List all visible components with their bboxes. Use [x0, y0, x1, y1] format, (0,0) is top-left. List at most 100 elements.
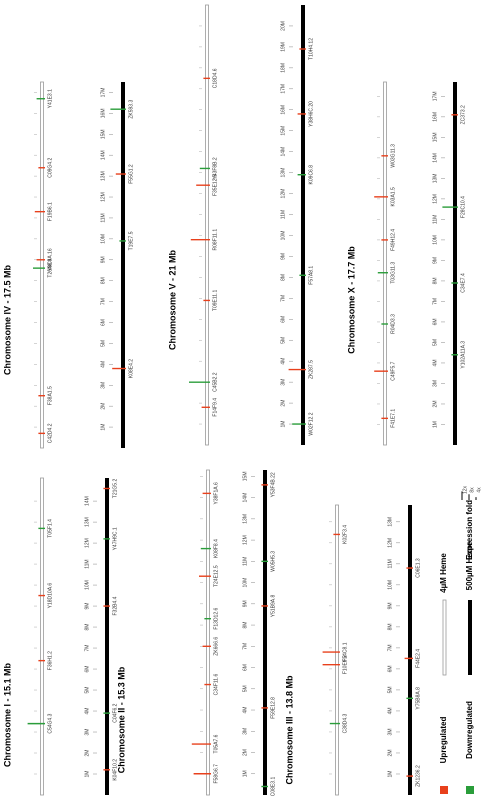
gene-label: ZK287.5 [308, 360, 314, 379]
scale-label: 16M [280, 105, 286, 115]
scale-label: 6M [280, 316, 286, 323]
gene-label: T05A7.6 [213, 734, 219, 753]
fold-scale-label: 12x [462, 485, 468, 494]
gene-label: T26A8.4 [47, 258, 53, 277]
scale-label: 1M [280, 421, 286, 428]
gene-label: T19E7.5 [128, 231, 134, 250]
scale-label: 17M [432, 91, 438, 101]
scale-label: 9M [242, 600, 248, 607]
track-low [40, 81, 44, 449]
scale-label: 8M [387, 623, 393, 630]
scale-label: 7M [100, 298, 106, 305]
scale-label: 7M [84, 645, 90, 652]
legend-up-swatch [440, 786, 448, 794]
scale-label: 3M [100, 382, 106, 389]
gene-label: R04D3.3 [390, 314, 396, 334]
scale-label: 2M [242, 749, 248, 756]
gene-label: T21G5.2 [112, 479, 118, 499]
legend-low-line [442, 599, 447, 676]
gene-label: ZK1236.2 [415, 765, 421, 787]
scale-label: 17M [280, 84, 286, 94]
scale-label: 4M [100, 361, 106, 368]
legend-down: Downregulated [465, 701, 474, 759]
scale-label: 4M [280, 358, 286, 365]
scale-label: 5M [100, 340, 106, 347]
legend-down-swatch [466, 786, 474, 794]
scale-label: 18M [280, 63, 286, 73]
chromosome-title: Chromosome V - 21 Mb [167, 249, 177, 350]
gene-label: C09G4.2 [47, 158, 53, 178]
gene-label: F55G1.2 [128, 164, 134, 184]
track-low [205, 4, 209, 446]
gene-label: ZC373.2 [460, 105, 466, 124]
gene-label: F36H1.2 [47, 651, 53, 670]
gene-label: Y18D10A.6 [47, 583, 53, 609]
scale-label: 8M [432, 277, 438, 284]
scale-label: 16M [432, 112, 438, 122]
track-low [383, 81, 387, 446]
scale-label: 9M [387, 602, 393, 609]
gene-label: T09E11.1 [212, 290, 218, 312]
scale-label: 11M [242, 557, 248, 566]
scale-label: 9M [280, 253, 286, 260]
scale-label: 15M [100, 129, 106, 139]
gene-label: C34F11.6 [213, 674, 219, 696]
gene-label: F38A1.5 [47, 386, 53, 405]
scale-label: 14M [280, 147, 286, 157]
gene-label: F41E7.1 [390, 409, 396, 428]
scale-label: 10M [280, 231, 286, 241]
scale-label: 14M [84, 496, 90, 506]
scale-label: 7M [280, 295, 286, 302]
gene-label: Y51B9A.8 [270, 594, 276, 617]
gene-label: F57A8.1 [308, 266, 314, 285]
scale-label: 8M [280, 274, 286, 281]
gene-label: Y53F4B.22 [270, 472, 276, 497]
scale-label: 16M [100, 109, 106, 119]
scale-label: 11M [84, 559, 90, 568]
scale-label: 12M [242, 535, 248, 545]
scale-label: 2M [432, 401, 438, 408]
gene-label: Y38H6C.20 [308, 101, 314, 127]
scale-label: 12M [387, 538, 393, 548]
gene-label: Y43F8B.2 [212, 157, 218, 179]
fold-scale-label: 4x [476, 487, 482, 493]
legend-low: 4µM Heme [439, 553, 448, 593]
scale-label: 4M [84, 708, 90, 715]
scale-label: 2M [280, 400, 286, 407]
scale-label: 14M [432, 153, 438, 163]
scale-label: 8M [242, 622, 248, 629]
gene-label: C54G4.3 [47, 713, 53, 733]
scale-label: 4M [387, 707, 393, 714]
chromosome-title: Chromosome III - 13.8 Mb [284, 675, 294, 785]
scale-label: 2M [100, 403, 106, 410]
gene-label: W02F12.2 [308, 412, 314, 435]
scale-label: 14M [242, 493, 248, 503]
gene-label: F59E12.8 [270, 697, 276, 719]
scale-label: 11M [432, 215, 438, 224]
scale-label: 12M [100, 192, 106, 202]
scale-label: 10M [100, 234, 106, 244]
scale-label: 3M [432, 380, 438, 387]
scale-label: 15M [242, 472, 248, 482]
gene-label: F28C10.4 [460, 196, 466, 218]
scale-label: 6M [432, 318, 438, 325]
scale-label: 6M [100, 319, 106, 326]
gene-label: F44E2.4 [415, 649, 421, 668]
scale-label: 5M [242, 685, 248, 692]
gene-label: C42D4.2 [47, 423, 53, 443]
gene-label: K08E4.2 [128, 359, 134, 378]
gene-label: W03G11.3 [390, 144, 396, 168]
track-low [206, 469, 210, 796]
scale-label: 4M [432, 359, 438, 366]
scale-label: 7M [432, 298, 438, 305]
gene-label: Y102A11A.3 [460, 341, 466, 369]
scale-label: 1M [100, 424, 106, 431]
scale-label: 10M [432, 235, 438, 245]
gene-label: ZK666.6 [213, 637, 219, 656]
track-low [335, 504, 339, 796]
scale-label: 9M [432, 257, 438, 264]
gene-label: C45B2.2 [212, 372, 218, 392]
scale-label: 10M [84, 580, 90, 590]
